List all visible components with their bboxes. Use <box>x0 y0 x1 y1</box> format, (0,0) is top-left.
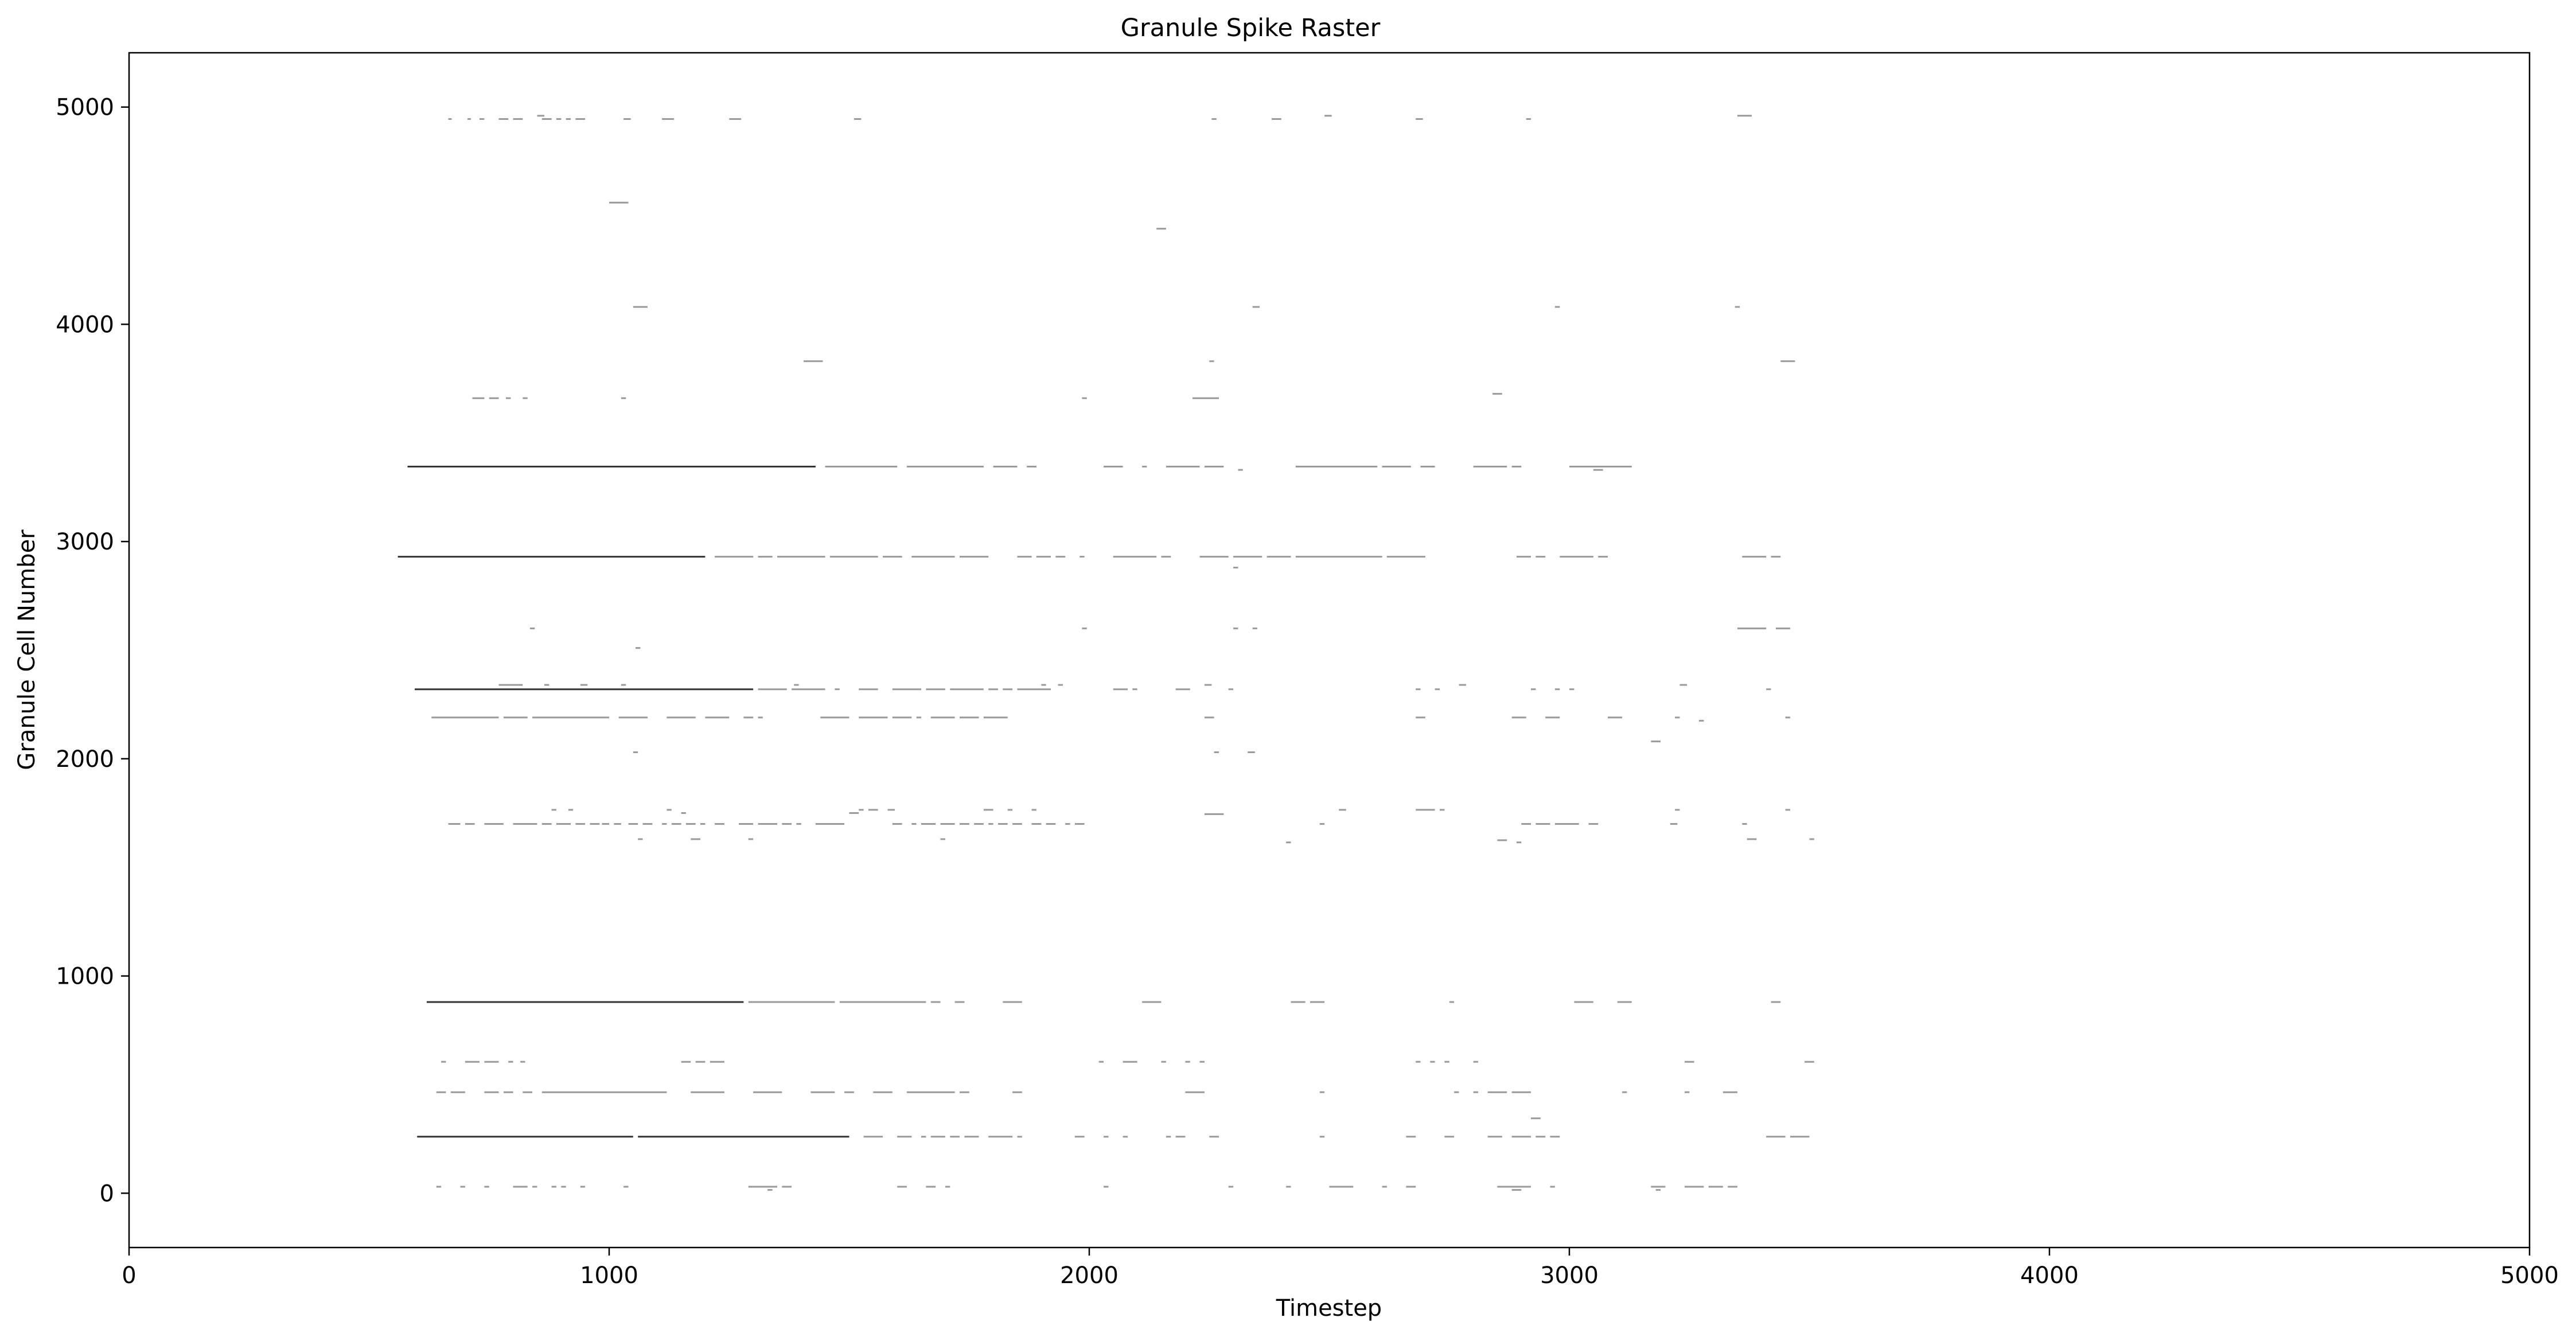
x-tick-label-2000: 2000 <box>1060 1262 1119 1289</box>
y-tick-label-0: 0 <box>100 1180 114 1207</box>
y-tick-label-3000: 3000 <box>56 529 114 555</box>
y-tick-label-2000: 2000 <box>56 746 114 773</box>
x-axis-label: Timestep <box>1276 1295 1382 1322</box>
x-tick-label-0: 0 <box>122 1262 136 1289</box>
x-tick-label-3000: 3000 <box>1540 1262 1599 1289</box>
x-tick-label-5000: 5000 <box>2500 1262 2559 1289</box>
y-tick-label-4000: 4000 <box>56 311 114 338</box>
y-axis-ticks: 0 1000 2000 3000 4000 5000 <box>56 95 129 1207</box>
y-axis-label: Granule Cell Number <box>14 529 40 770</box>
y-tick-label-1000: 1000 <box>56 964 114 990</box>
spike-marks <box>397 115 1814 1191</box>
plot-area: 0 1000 2000 3000 4000 5000 0 1000 2000 3000 4000 5… <box>56 52 2559 1289</box>
x-axis-ticks: 0 1000 2000 3000 4000 5000 <box>122 1248 2559 1289</box>
axes-frame <box>128 52 2531 1249</box>
axes-background <box>129 53 2530 1248</box>
x-tick-label-1000: 1000 <box>580 1262 638 1289</box>
chart-title: Granule Spike Raster <box>1121 14 1381 42</box>
y-tick-label-5000: 5000 <box>56 95 114 121</box>
x-tick-label-4000: 4000 <box>2020 1262 2079 1289</box>
